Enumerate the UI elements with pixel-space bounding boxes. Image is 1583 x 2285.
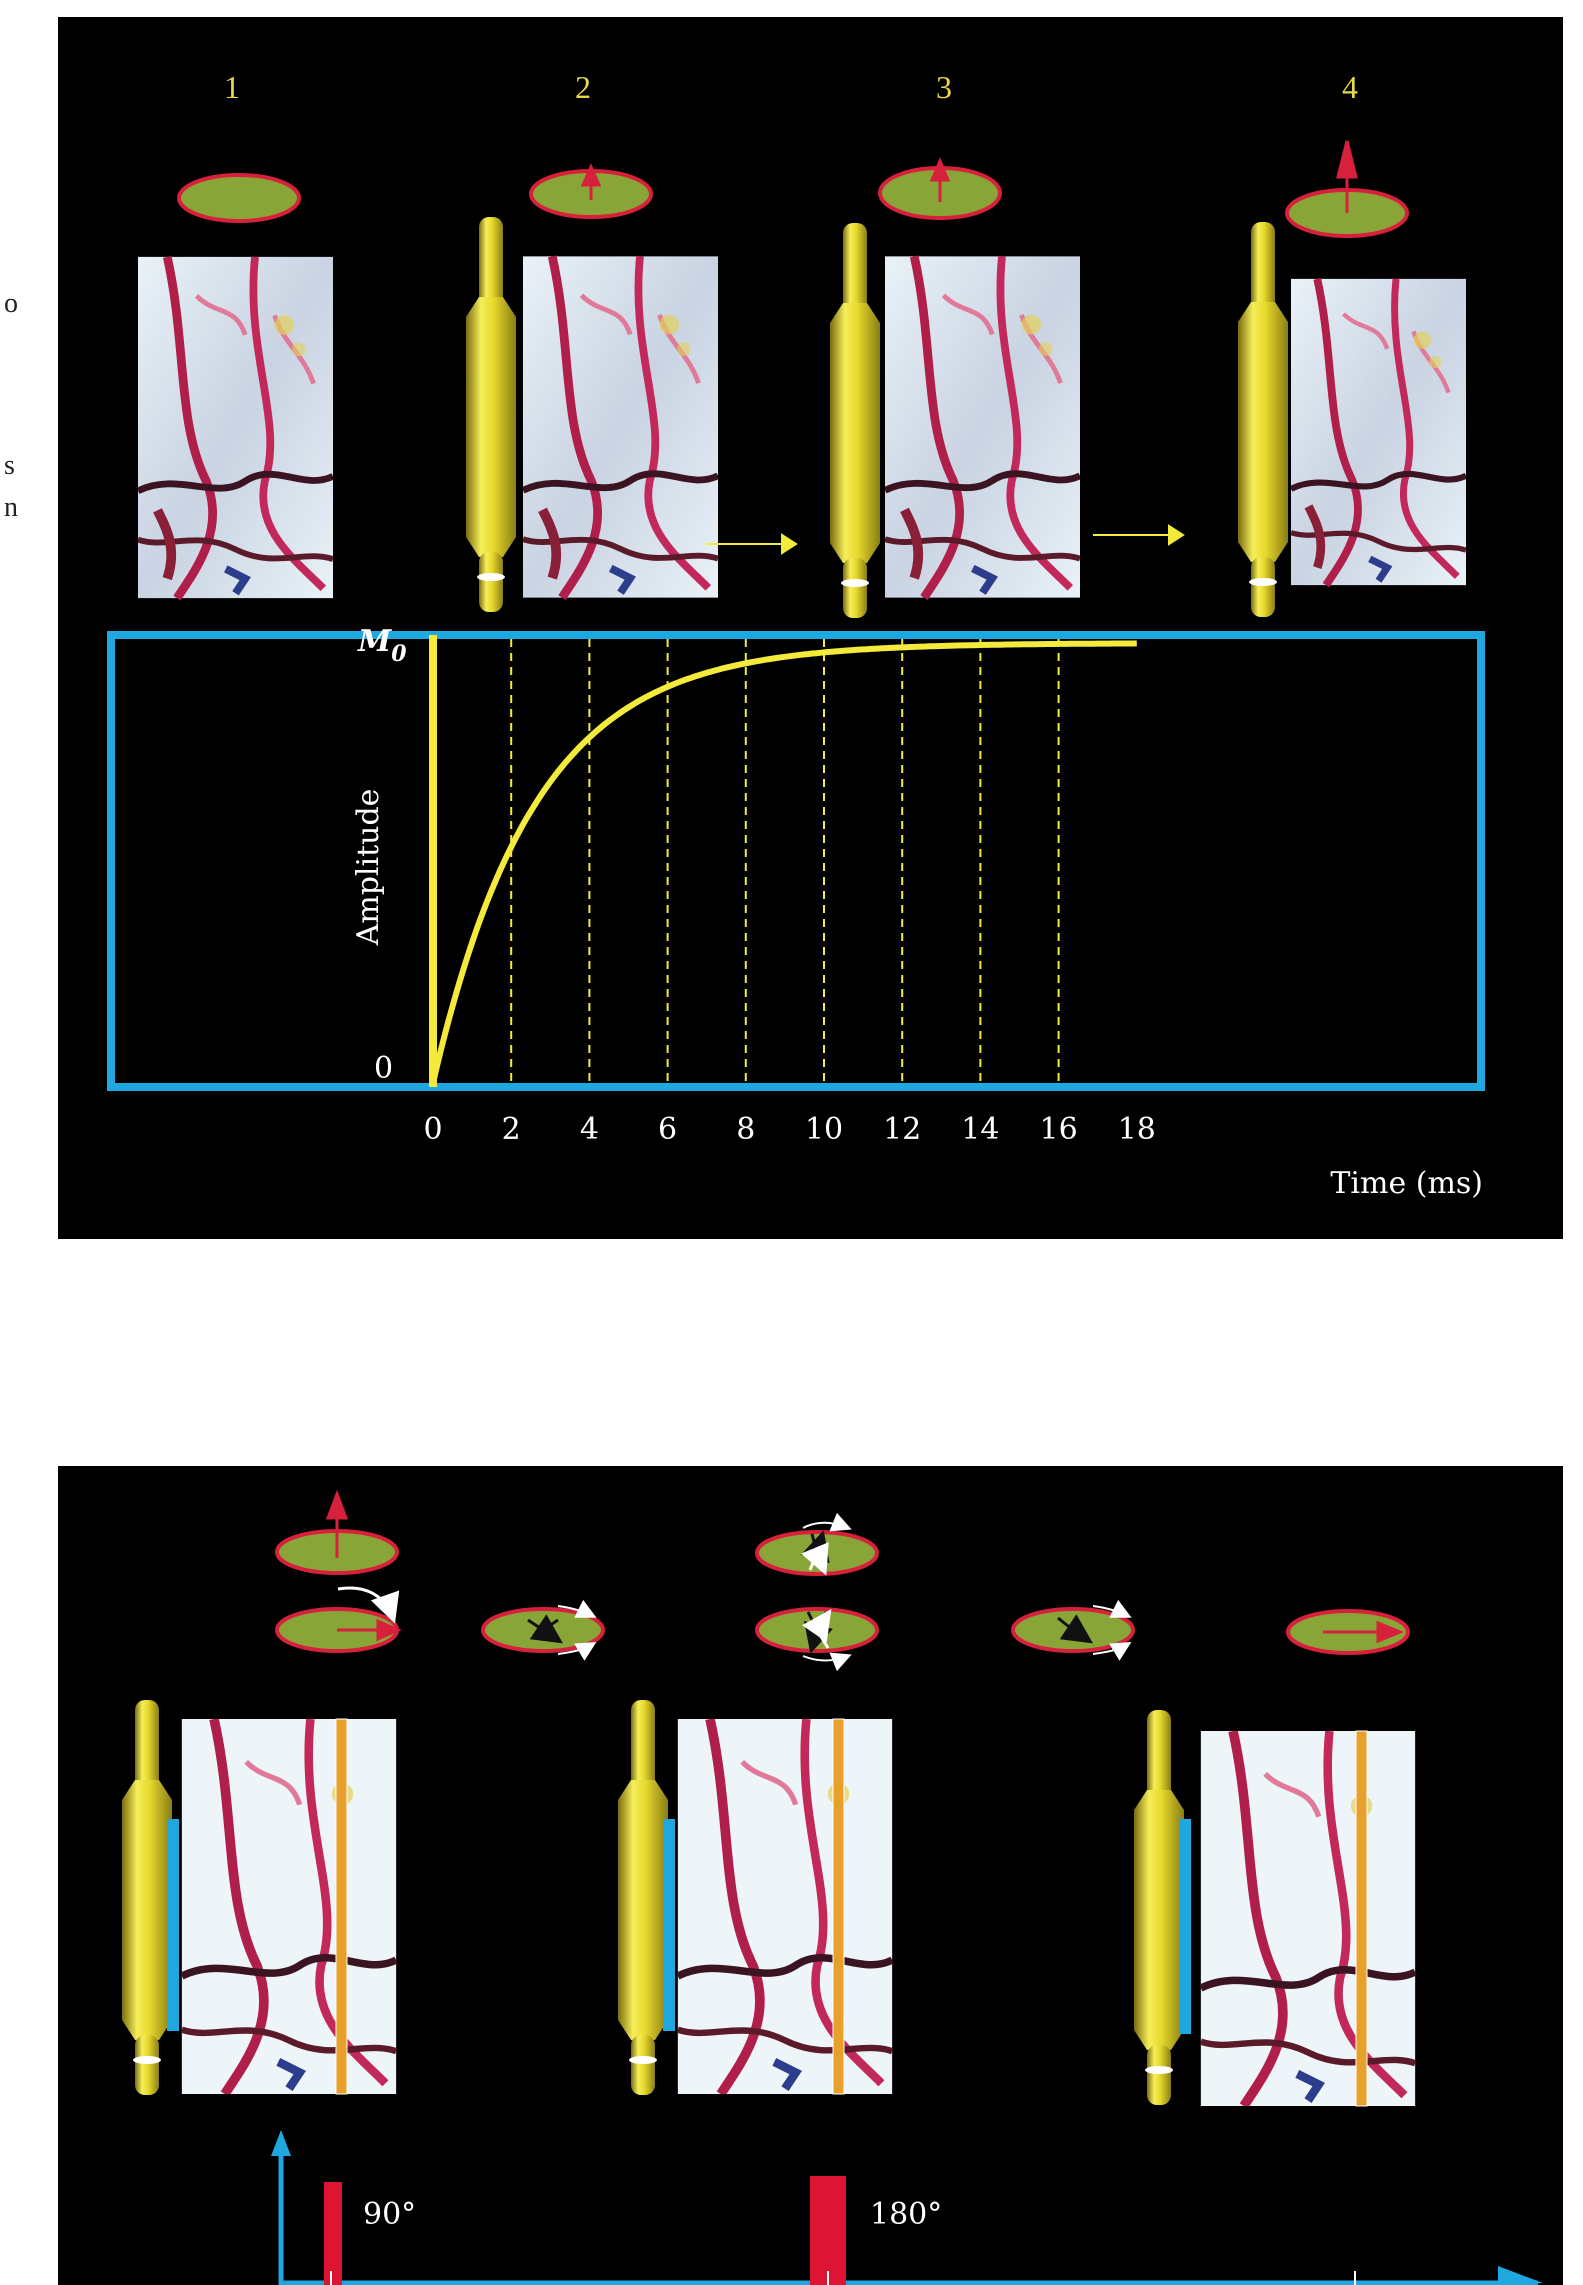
magnet-bottom-2 xyxy=(618,1700,668,2095)
margin-char-1: o xyxy=(4,288,18,319)
tissue-image-3 xyxy=(885,256,1080,597)
magnet-3 xyxy=(830,223,880,618)
longitudinal-arrow xyxy=(325,1489,349,1558)
stage-number-1: 1 xyxy=(224,69,240,105)
magnet-bottom-3 xyxy=(1134,1710,1184,2105)
transverse-arrow xyxy=(337,1618,402,1642)
time-gridlines xyxy=(510,639,1060,1083)
y-zero-label: 0 xyxy=(374,1051,393,1086)
relaxation-curve xyxy=(430,640,1137,1084)
pulse-180-label: 180° xyxy=(870,2197,942,2232)
spin-echo-diagram: 90° 180° xyxy=(122,1489,1543,2285)
rf-coil-bar-3 xyxy=(1179,1819,1191,2034)
x-tick-label: 6 xyxy=(658,1112,677,1147)
magnetization-arrow-3 xyxy=(929,157,951,202)
m0-label: M0 xyxy=(357,624,407,667)
tissue-image-1 xyxy=(138,257,333,598)
magnetization-arrow-2 xyxy=(580,163,602,200)
slice-bar-1 xyxy=(335,1718,348,2095)
x-tick-label: 4 xyxy=(580,1112,599,1147)
pulse-180 xyxy=(810,2176,846,2285)
echo-arrow xyxy=(1323,1620,1404,1644)
tissue-image-bottom-1 xyxy=(182,1719,396,2094)
sequence-x-arrowhead xyxy=(1498,2266,1543,2285)
stage-number-4: 4 xyxy=(1342,69,1358,105)
flip-arrow xyxy=(337,1586,400,1624)
y-axis-label: Amplitude xyxy=(351,789,386,947)
relaxation-panel: 1 2 3 4 xyxy=(58,17,1563,1239)
slice-bar-2 xyxy=(832,1718,845,2095)
margin-char-2: s xyxy=(4,450,15,481)
x-tick-label: 18 xyxy=(1118,1112,1156,1147)
x-axis-label: Time (ms) xyxy=(1330,1166,1483,1201)
tissue-image-bottom-3 xyxy=(1201,1731,1415,2106)
x-tick-label: 16 xyxy=(1040,1112,1078,1147)
x-tick-label: 12 xyxy=(883,1112,921,1147)
graph-frame xyxy=(107,631,1485,1091)
stage-number-2: 2 xyxy=(575,69,591,105)
rf-coil-bar-2 xyxy=(663,1819,675,2031)
sequence-arrow-1 xyxy=(706,533,798,555)
x-tick-label: 8 xyxy=(736,1112,755,1147)
x-tick-labels: 0 2 4 6 8 10 12 14 16 18 xyxy=(423,1112,1155,1147)
spin-ellipse-1 xyxy=(177,173,301,223)
pulse-90 xyxy=(324,2182,342,2285)
relaxation-diagram: M0 0 Amplitude 0 2 4 6 8 10 12 14 16 18 Time (ms) xyxy=(107,140,1485,1201)
magnet-4 xyxy=(1238,222,1288,617)
margin-char-3: n xyxy=(4,492,18,523)
x-tick-label: 10 xyxy=(805,1112,843,1147)
magnetization-arrow-4 xyxy=(1336,140,1358,213)
magnet-2 xyxy=(466,217,516,612)
stage-number-3: 3 xyxy=(936,69,952,105)
x-tick-label: 14 xyxy=(961,1112,999,1147)
spin-echo-panel: 90° 180° xyxy=(58,1466,1563,2285)
pulse-90-label: 90° xyxy=(363,2197,416,2232)
slice-bar-3 xyxy=(1355,1730,1368,2107)
sequence-y-arrowhead xyxy=(271,2130,291,2156)
x-tick-label: 2 xyxy=(502,1112,521,1147)
magnet-bottom-1 xyxy=(122,1700,172,2095)
tissue-image-4 xyxy=(1291,279,1466,585)
tissue-image-2 xyxy=(523,256,718,597)
sequence-arrow-2 xyxy=(1093,524,1185,546)
rf-coil-bar-1 xyxy=(167,1819,179,2031)
x-tick-label: 0 xyxy=(423,1112,442,1147)
tissue-image-bottom-2 xyxy=(678,1719,892,2094)
